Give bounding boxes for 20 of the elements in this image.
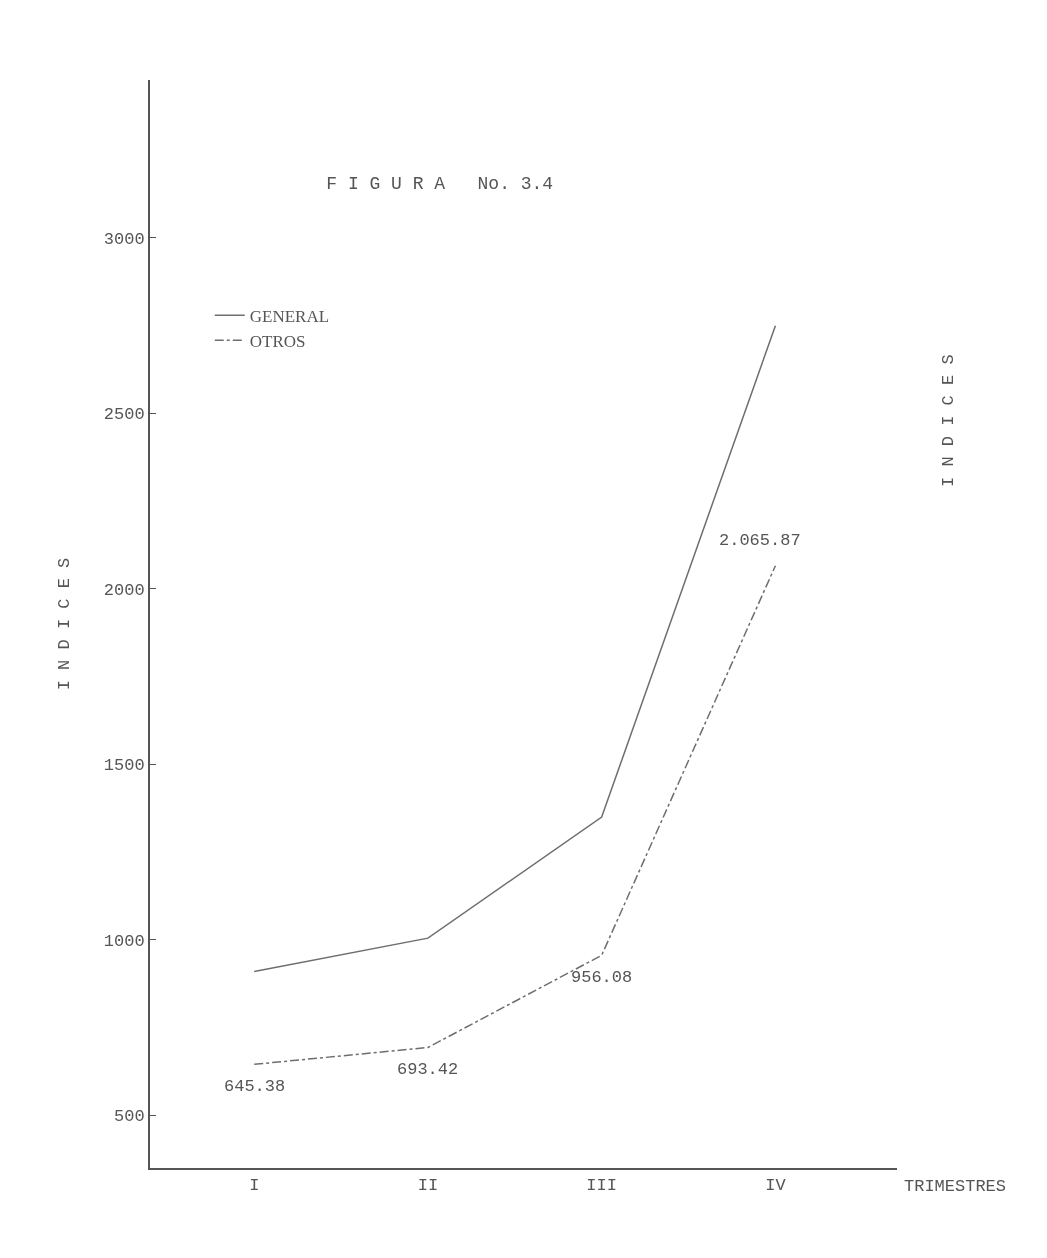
y-tick-label: 3000 (103, 229, 145, 249)
x-tick-label: II (417, 1176, 439, 1196)
data-label: 956.08 (571, 968, 633, 987)
legend-label: OTROS (249, 331, 306, 351)
y-tick-label: 2000 (103, 580, 145, 600)
x-tick-label: I (249, 1176, 260, 1196)
legend-label: GENERAL (249, 306, 330, 326)
x-axis-title: TRIMESTRES (904, 1177, 1007, 1196)
y-axis-title: I N D I C E S (54, 557, 74, 691)
data-label: 2.065.87 (719, 531, 801, 550)
data-label: 693.42 (397, 1060, 459, 1079)
x-tick-label: III (586, 1176, 617, 1196)
y-tick-label: 500 (113, 1107, 145, 1127)
text: F I G U R A No. 3.4 (326, 173, 554, 194)
y-tick-label: 2500 (103, 405, 145, 425)
data-label: 645.38 (224, 1077, 286, 1096)
y-tick-label: 1000 (103, 931, 145, 951)
x-tick-label: IV (765, 1176, 787, 1196)
y-tick-label: 1500 (103, 756, 145, 776)
y2-axis-title: I N D I C E S (939, 354, 958, 487)
